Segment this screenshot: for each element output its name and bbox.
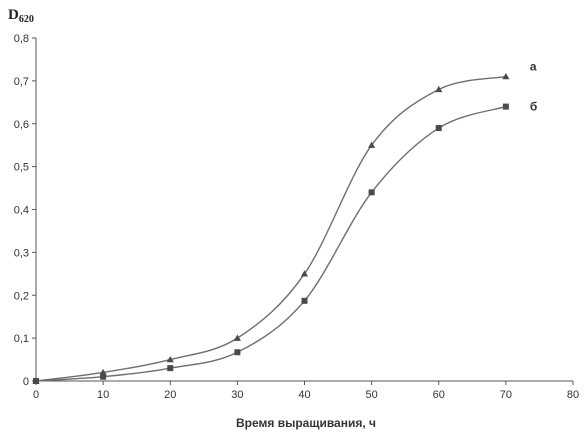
series-label: а <box>530 60 537 74</box>
series-a: а <box>32 60 537 384</box>
x-tick-label: 20 <box>164 389 176 401</box>
x-tick-label: 10 <box>97 389 109 401</box>
data-point-triangle <box>300 270 309 277</box>
x-tick-label: 30 <box>231 389 243 401</box>
y-tick-label: 0,7 <box>14 76 29 88</box>
y-axis-label: D620 <box>8 7 34 25</box>
axes <box>35 38 573 382</box>
data-point-square <box>368 189 375 196</box>
series-label: б <box>530 100 537 114</box>
x-tick-label: 0 <box>33 389 39 401</box>
data-point-triangle <box>435 85 443 93</box>
x-tick-label: 50 <box>366 389 378 401</box>
data-point-square <box>234 349 241 356</box>
data-point-triangle <box>166 355 174 363</box>
y-tick-label: 0,1 <box>14 333 29 345</box>
y-tick-label: 0,4 <box>14 205 29 217</box>
y-tick-label: 0,6 <box>14 119 29 131</box>
data-point-triangle <box>233 334 241 341</box>
data-point-triangle <box>502 72 510 80</box>
y-axis-label-main: D <box>8 7 19 23</box>
x-tick-label: 60 <box>433 389 445 401</box>
data-point-square <box>502 103 509 110</box>
y-tick-label: 0,5 <box>14 162 29 174</box>
data-point-square <box>435 125 442 132</box>
x-axis-label: Время выращивания, ч <box>236 416 376 430</box>
x-axis-ticks: 0 10 20 30 40 50 60 70 80 <box>33 381 579 401</box>
data-point-triangle <box>99 368 107 376</box>
data-point-triangle <box>368 141 376 148</box>
y-tick-label: 0,8 <box>14 33 29 45</box>
y-axis-ticks: 0 0,1 0,2 0,3 0,4 0,5 0,6 0,7 0,8 <box>14 33 36 388</box>
y-axis-label-subscript: 620 <box>19 14 34 25</box>
series-line <box>35 105 507 382</box>
y-tick-label: 0,3 <box>14 247 29 259</box>
x-tick-label: 40 <box>298 389 310 401</box>
x-tick-label: 70 <box>500 389 512 401</box>
y-tick-label: 0,2 <box>14 290 29 302</box>
series-layer: аб <box>32 60 537 384</box>
data-point-square <box>100 373 107 380</box>
series-line <box>35 75 507 382</box>
data-point-square <box>301 297 308 304</box>
y-tick-label: 0 <box>23 376 29 388</box>
x-tick-label: 80 <box>567 389 579 401</box>
data-point-square <box>167 365 174 372</box>
series-b: б <box>33 100 537 384</box>
data-point-square <box>33 378 39 384</box>
